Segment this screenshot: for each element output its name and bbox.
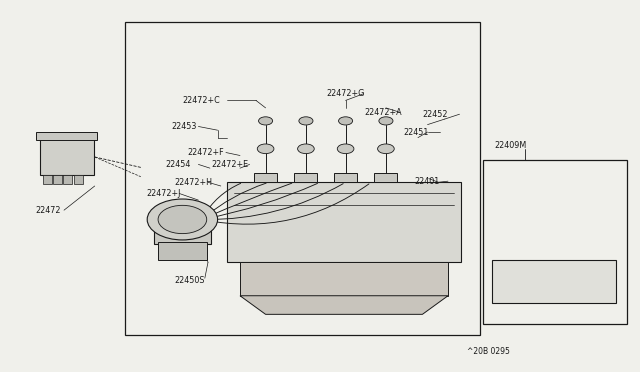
Bar xyxy=(36,132,97,140)
Circle shape xyxy=(158,205,207,234)
Text: 22452: 22452 xyxy=(422,110,448,119)
Bar xyxy=(158,242,207,260)
Circle shape xyxy=(298,144,314,154)
Text: 22401: 22401 xyxy=(415,177,440,186)
Bar xyxy=(227,182,461,262)
Text: 22472+E: 22472+E xyxy=(211,160,248,169)
Polygon shape xyxy=(240,296,448,314)
Circle shape xyxy=(379,117,393,125)
Bar xyxy=(43,175,52,184)
Bar xyxy=(492,260,616,303)
Text: 22472+C: 22472+C xyxy=(182,96,220,105)
Circle shape xyxy=(299,117,313,125)
Text: 22472+G: 22472+G xyxy=(326,89,365,98)
Bar xyxy=(74,175,83,184)
Bar xyxy=(254,173,277,182)
Text: 22450S: 22450S xyxy=(174,276,205,285)
Bar xyxy=(63,175,72,184)
Circle shape xyxy=(257,144,274,154)
Text: 22451: 22451 xyxy=(403,128,429,137)
Text: 22409M: 22409M xyxy=(495,141,527,150)
Bar xyxy=(154,210,211,244)
Text: 22472+H: 22472+H xyxy=(175,178,212,187)
Text: ^20B 0295: ^20B 0295 xyxy=(467,347,510,356)
Circle shape xyxy=(259,117,273,125)
Circle shape xyxy=(339,117,353,125)
Bar xyxy=(53,175,62,184)
Bar xyxy=(334,173,357,182)
Circle shape xyxy=(147,199,218,240)
Bar xyxy=(294,173,317,182)
Text: 22454: 22454 xyxy=(165,160,191,169)
Text: 22472+J: 22472+J xyxy=(146,189,180,198)
Text: 22453: 22453 xyxy=(172,122,197,131)
Bar xyxy=(483,160,627,324)
Circle shape xyxy=(378,144,394,154)
Bar xyxy=(240,262,448,296)
Bar xyxy=(40,134,94,175)
Bar xyxy=(125,22,480,335)
Text: 22472+A: 22472+A xyxy=(365,108,403,117)
Text: 22472+F: 22472+F xyxy=(188,148,224,157)
Circle shape xyxy=(337,144,354,154)
Text: 22472: 22472 xyxy=(35,206,61,215)
Bar xyxy=(374,173,397,182)
